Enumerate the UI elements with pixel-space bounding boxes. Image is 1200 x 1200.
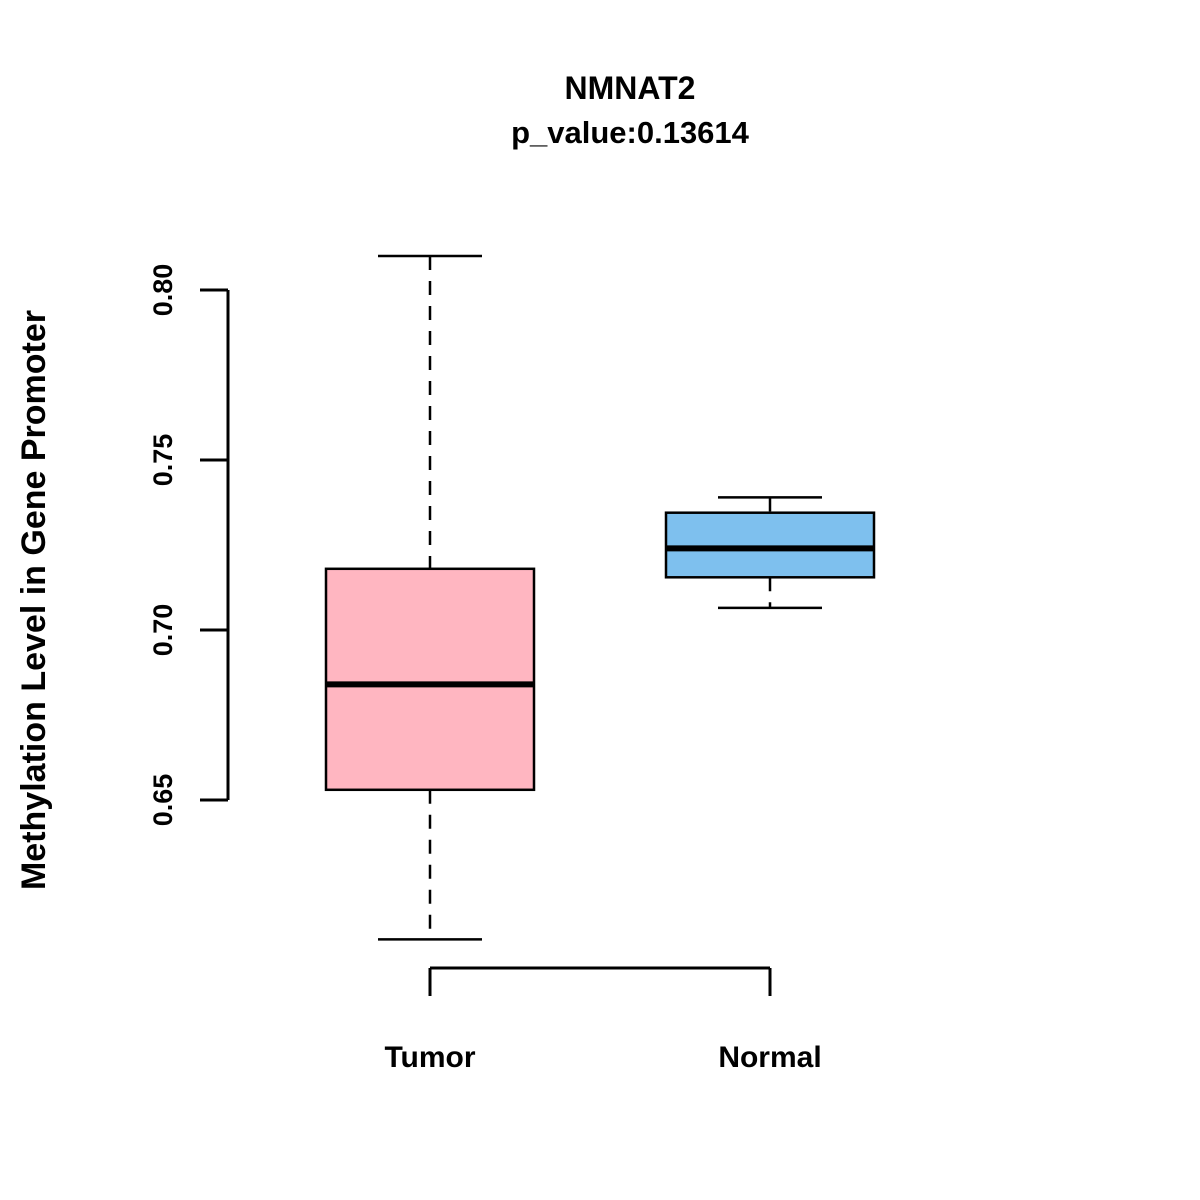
chart-title: NMNAT2: [564, 70, 696, 106]
normal-x-label: Normal: [718, 1041, 821, 1074]
y-tick-label: 0.65: [148, 774, 178, 827]
tumor-x-label: Tumor: [384, 1041, 475, 1074]
y-tick-label: 0.70: [148, 604, 178, 657]
title-block: NMNAT2 p_value:0.13614: [230, 72, 1030, 148]
chart-subtitle: p_value:0.13614: [511, 115, 749, 150]
y-tick-label: 0.75: [148, 434, 178, 487]
normal-box: [664, 511, 876, 579]
tumor-box: [324, 567, 536, 792]
y-tick-label: 0.80: [148, 264, 178, 317]
